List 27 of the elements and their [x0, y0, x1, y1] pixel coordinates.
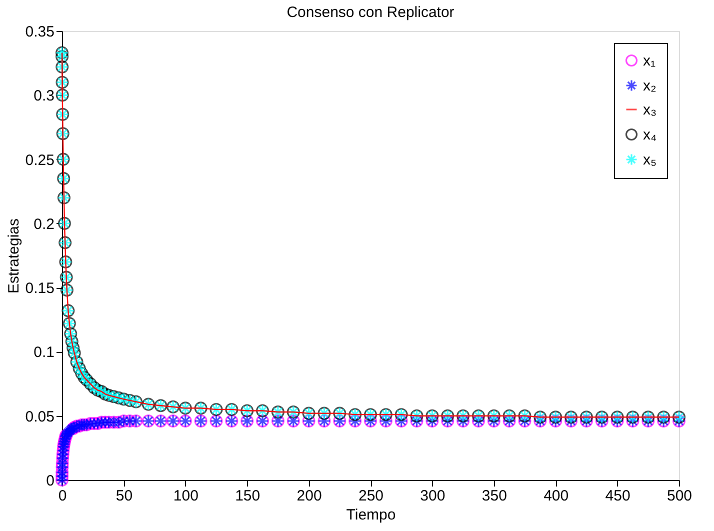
x-tick-label: 50: [116, 488, 133, 504]
x-tick-label: 200: [296, 488, 322, 504]
legend-label: x₁: [643, 52, 656, 70]
legend-label: x₅: [643, 152, 657, 168]
x-tick-label: 0: [58, 488, 67, 504]
y-tick-label: 0.25: [25, 152, 54, 169]
y-tick-label: 0.1: [34, 344, 54, 362]
y-tick-label: 0.05: [25, 408, 54, 426]
chart-title: Consenso con Replicator: [286, 4, 454, 21]
y-tick-label: 0.35: [25, 24, 54, 40]
x-tick-label: 150: [235, 488, 260, 504]
x-axis-title: Tiempo: [346, 506, 396, 524]
y-tick-label: 0: [46, 472, 54, 490]
y-axis-title: Estrategias: [5, 218, 22, 294]
x-tick-label: 250: [358, 488, 384, 504]
x-tick-label: 350: [482, 488, 507, 504]
y-tick-label: 0.3: [34, 88, 54, 105]
x-tick-label: 400: [544, 488, 569, 504]
legend-label: x₂: [643, 78, 656, 94]
y-tick-label: 0.15: [25, 280, 54, 298]
x-tick-label: 100: [173, 488, 198, 504]
legend-label: x₄: [643, 126, 657, 144]
y-tick-label: 0.2: [34, 216, 54, 233]
x-tick-label: 300: [420, 488, 446, 504]
x-tick-label: 450: [605, 488, 630, 504]
legend-label: x₃: [643, 102, 657, 118]
x-tick-label: 500: [666, 488, 692, 504]
